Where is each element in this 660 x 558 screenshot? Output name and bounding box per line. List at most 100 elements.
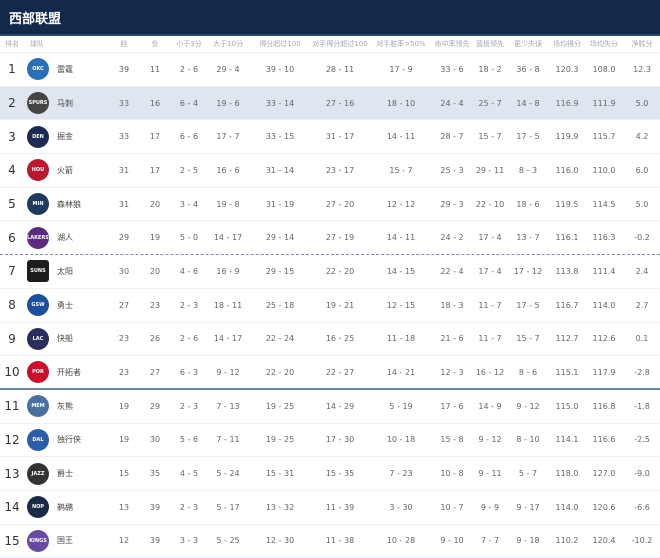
column-header-points-per-game[interactable]: 场均得分 — [553, 40, 581, 48]
cell-losses: 39 — [149, 536, 161, 546]
cell-vs-winning-teams: 10 - 18 — [386, 435, 416, 445]
column-header-fewer-turnovers[interactable]: 更少失误 — [514, 40, 542, 48]
cell-opp-scored-100: 23 - 17 — [325, 165, 355, 175]
cell-opp-points-per-game: 127.0 — [592, 469, 616, 479]
team-name[interactable]: 鹈鹕 — [57, 502, 73, 512]
cell-rebound-lead: 9 - 9 — [480, 502, 500, 512]
table-row[interactable]: KINGS 15 国王 12 39 3 - 3 5 - 25 12 - 30 11 - 38 10… — [0, 525, 660, 558]
team-name[interactable]: 勇士 — [57, 300, 73, 310]
cell-points-per-game: 115.0 — [555, 401, 579, 411]
cell-opp-scored-100: 28 - 11 — [325, 64, 355, 74]
table-row[interactable]: MIN 5 森林狼 31 20 3 - 4 19 - 8 31 - 19 27 - 20 12 -… — [0, 188, 660, 222]
team-name[interactable]: 灰熊 — [57, 401, 73, 411]
column-header-rebound-lead[interactable]: 篮板领先 — [476, 40, 504, 48]
cell-fewer-turnovers: 13 - 7 — [516, 233, 540, 243]
team-name[interactable]: 火箭 — [57, 165, 73, 175]
cell-fg-lead: 15 - 8 — [440, 435, 464, 445]
cell-scored-100: 25 - 18 — [265, 300, 295, 310]
cell-rebound-lead: 17 - 4 — [478, 233, 502, 243]
team-logo-icon: SPURS — [27, 92, 49, 115]
cell-rebound-lead: 16 - 12 — [475, 367, 505, 377]
column-header-scored-100[interactable]: 得分超过100 — [259, 40, 301, 48]
team-name[interactable]: 湖人 — [57, 233, 73, 243]
cell-rebound-lead: 22 - 10 — [475, 199, 505, 209]
cell-vs-winning-teams: 14 - 15 — [386, 266, 416, 276]
cell-points-per-game: 114.1 — [555, 435, 579, 445]
team-name[interactable]: 掘金 — [57, 132, 73, 142]
cell-net-rating: -10.2 — [631, 536, 653, 546]
column-header-team[interactable]: 球队 — [30, 40, 44, 48]
cell-opp-points-per-game: 111.9 — [592, 98, 616, 108]
column-header-net-rating[interactable]: 净胜分 — [631, 40, 653, 48]
team-name[interactable]: 国王 — [57, 536, 73, 546]
cell-fewer-turnovers: 9 - 17 — [516, 502, 540, 512]
team-name[interactable]: 快船 — [57, 334, 73, 344]
team-name[interactable]: 爵士 — [57, 469, 73, 479]
column-header-fg-lead[interactable]: 命中率领先 — [434, 40, 470, 48]
table-row[interactable]: POR 10 开拓者 23 27 6 - 3 9 - 12 22 - 20 22 - 27 14 … — [0, 356, 660, 390]
table-row[interactable]: JAZZ 13 爵士 15 35 4 - 5 5 - 24 15 - 31 15 - 35 7 -… — [0, 457, 660, 491]
team-name[interactable]: 马刺 — [57, 98, 73, 108]
cell-net-rating: 4.2 — [635, 132, 649, 142]
cell-vs-winning-teams: 14 - 11 — [386, 233, 416, 243]
cell-vs-winning-teams: 7 - 23 — [389, 469, 413, 479]
cell-opp-scored-100: 11 - 38 — [325, 536, 355, 546]
cell-scored-100: 13 - 32 — [265, 502, 295, 512]
table-row[interactable]: HOU 4 火箭 31 17 2 - 5 16 - 6 31 - 14 23 - 17 15 - … — [0, 154, 660, 188]
cell-wins: 31 — [118, 165, 130, 175]
table-row[interactable]: SUNS 7 太阳 30 20 4 - 6 16 - 9 29 - 15 22 - 20 14 -… — [0, 255, 660, 289]
table-row[interactable]: DEN 3 掘金 33 17 6 - 6 17 - 7 33 - 15 31 - 17 14 - … — [0, 120, 660, 155]
column-header-vs-winning-teams[interactable]: 对手胜率>50% — [376, 40, 426, 48]
column-header-rank[interactable]: 排名 — [5, 40, 19, 48]
team-name[interactable]: 独行侠 — [57, 435, 81, 445]
team-name[interactable]: 太阳 — [57, 266, 73, 276]
cell-losses: 26 — [149, 334, 161, 344]
table-row[interactable]: DAL 12 独行侠 19 30 5 - 6 7 - 11 19 - 25 17 - 30 10 … — [0, 424, 660, 458]
column-header-close-games[interactable]: 小于3分 — [176, 40, 202, 48]
team-name[interactable]: 雷霆 — [57, 64, 73, 74]
team-name[interactable]: 开拓者 — [57, 367, 81, 377]
cell-net-rating: -2.8 — [634, 367, 650, 377]
table-row[interactable]: LAC 9 快船 23 26 2 - 6 14 - 17 22 - 24 16 - 25 11 -… — [0, 323, 660, 357]
cell-close-games: 3 - 4 — [179, 199, 199, 209]
cell-losses: 27 — [149, 367, 161, 377]
cell-net-rating: -2.5 — [634, 435, 650, 445]
cell-fg-lead: 25 - 3 — [440, 165, 464, 175]
cell-rebound-lead: 7 - 7 — [480, 536, 500, 546]
cell-vs-winning-teams: 14 - 11 — [386, 132, 416, 142]
table-row[interactable]: GSW 8 勇士 27 23 2 - 3 18 - 11 25 - 18 19 - 21 12 -… — [0, 289, 660, 323]
table-row[interactable]: LAKERS 6 湖人 29 19 5 - 0 14 - 17 29 - 14 27 - 19 1… — [0, 221, 660, 256]
cell-blowouts: 16 - 6 — [216, 165, 240, 175]
cell-scored-100: 29 - 15 — [265, 266, 295, 276]
cell-losses: 17 — [149, 165, 161, 175]
column-header-opp-scored-100[interactable]: 对手得分超过100 — [312, 40, 368, 48]
cell-net-rating: -9.0 — [634, 469, 650, 479]
table-row[interactable]: MEM 11 灰熊 19 29 2 - 3 7 - 13 19 - 25 14 - 29 5 - … — [0, 390, 660, 424]
cell-scored-100: 29 - 14 — [265, 233, 295, 243]
table-row[interactable]: OKC 1 雷霆 39 11 2 - 6 29 - 4 39 - 10 28 - 11 17 - … — [0, 53, 660, 87]
table-row[interactable]: SPURS 2 马刺 33 16 6 - 4 19 - 6 33 - 14 27 - 16 18 … — [0, 86, 660, 121]
cell-points-per-game: 113.8 — [555, 266, 579, 276]
cell-opp-scored-100: 14 - 29 — [325, 401, 355, 411]
cell-scored-100: 33 - 14 — [265, 98, 295, 108]
cell-fewer-turnovers: 17 - 5 — [516, 300, 540, 310]
team-logo-icon: DAL — [27, 428, 49, 451]
cell-losses: 39 — [149, 502, 161, 512]
table-row[interactable]: NOP 14 鹈鹕 13 39 2 - 3 5 - 17 13 - 32 11 - 39 3 - … — [0, 491, 660, 525]
cell-net-rating: 6.0 — [635, 165, 649, 175]
team-name[interactable]: 森林狼 — [57, 199, 81, 209]
cell-fg-lead: 24 - 2 — [440, 233, 464, 243]
cell-opp-points-per-game: 117.9 — [592, 367, 616, 377]
column-header-opp-points-per-game[interactable]: 场均失分 — [590, 40, 618, 48]
cell-losses: 20 — [149, 199, 161, 209]
column-header-losses[interactable]: 负 — [151, 40, 159, 48]
column-header-blowouts[interactable]: 大于10分 — [213, 40, 243, 48]
cell-opp-scored-100: 15 - 35 — [325, 469, 355, 479]
cell-close-games: 6 - 3 — [179, 367, 199, 377]
cell-close-games: 2 - 6 — [179, 334, 199, 344]
cell-opp-scored-100: 27 - 19 — [325, 233, 355, 243]
column-header-wins[interactable]: 胜 — [120, 40, 128, 48]
cell-close-games: 2 - 6 — [179, 64, 199, 74]
team-logo-icon: JAZZ — [27, 462, 49, 485]
cell-losses: 16 — [149, 98, 161, 108]
